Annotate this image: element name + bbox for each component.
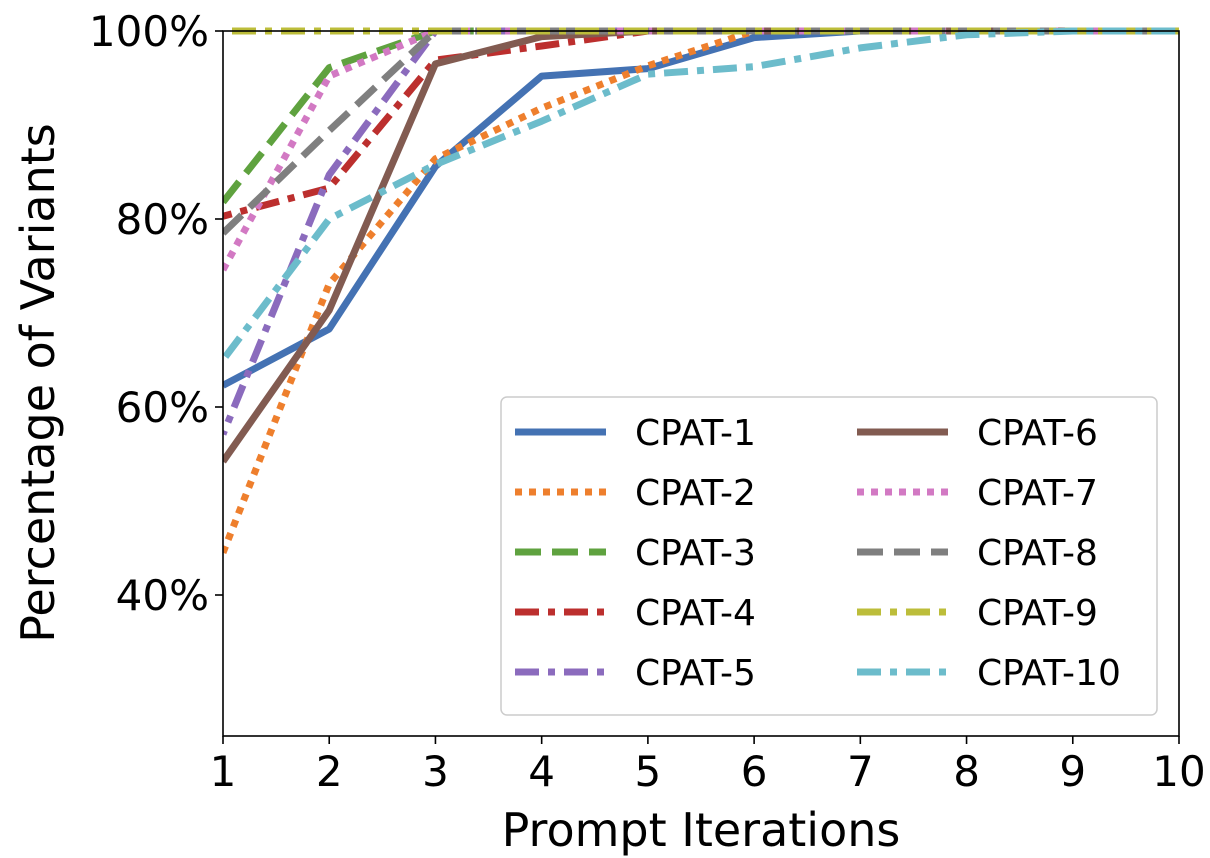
y-tick-label: 100%: [89, 7, 209, 56]
y-axis-title: Percentage of Variants: [11, 123, 65, 642]
series-line-cpat-7: [223, 27, 1179, 272]
legend-label-cpat-10: CPAT-10: [977, 653, 1121, 694]
x-tick-label: 10: [1152, 747, 1205, 796]
legend-frame: [500, 396, 1158, 716]
legend: CPAT-1 CPAT-2 CPAT-3 CPAT-4 CPAT-5 CPAT-6 CPAT…: [500, 396, 1158, 716]
legend-label-cpat-1: CPAT-1: [635, 413, 756, 454]
y-axis-ticks: 40% 60% 80% 100%: [89, 7, 223, 620]
x-tick-label: 9: [1059, 747, 1086, 796]
legend-label-cpat-5: CPAT-5: [635, 653, 756, 694]
x-axis-title: Prompt Iterations: [502, 803, 901, 857]
x-tick-label: 5: [635, 747, 662, 796]
x-tick-label: 1: [210, 747, 237, 796]
legend-label-cpat-3: CPAT-3: [635, 533, 756, 574]
series-line-cpat-10: [223, 27, 1179, 363]
legend-label-cpat-4: CPAT-4: [635, 593, 756, 634]
x-tick-label: 7: [847, 747, 874, 796]
y-tick-label: 80%: [116, 195, 209, 244]
x-tick-label: 3: [422, 747, 449, 796]
x-tick-label: 8: [953, 747, 980, 796]
y-tick-label: 60%: [116, 383, 209, 432]
legend-label-cpat-2: CPAT-2: [635, 473, 756, 514]
legend-label-cpat-8: CPAT-8: [977, 533, 1098, 574]
x-tick-label: 6: [741, 747, 768, 796]
y-tick-label: 40%: [116, 571, 209, 620]
plot-frame: [222, 30, 1180, 737]
legend-label-cpat-7: CPAT-7: [977, 473, 1098, 514]
x-axis-ticks: 1 2 3 4 5 6 7 8 9 10: [210, 736, 1206, 796]
series-line-cpat-1: [223, 27, 1179, 389]
legend-label-cpat-6: CPAT-6: [977, 413, 1098, 454]
legend-label-cpat-9: CPAT-9: [977, 593, 1098, 634]
x-tick-label: 4: [528, 747, 555, 796]
x-tick-label: 2: [316, 747, 343, 796]
